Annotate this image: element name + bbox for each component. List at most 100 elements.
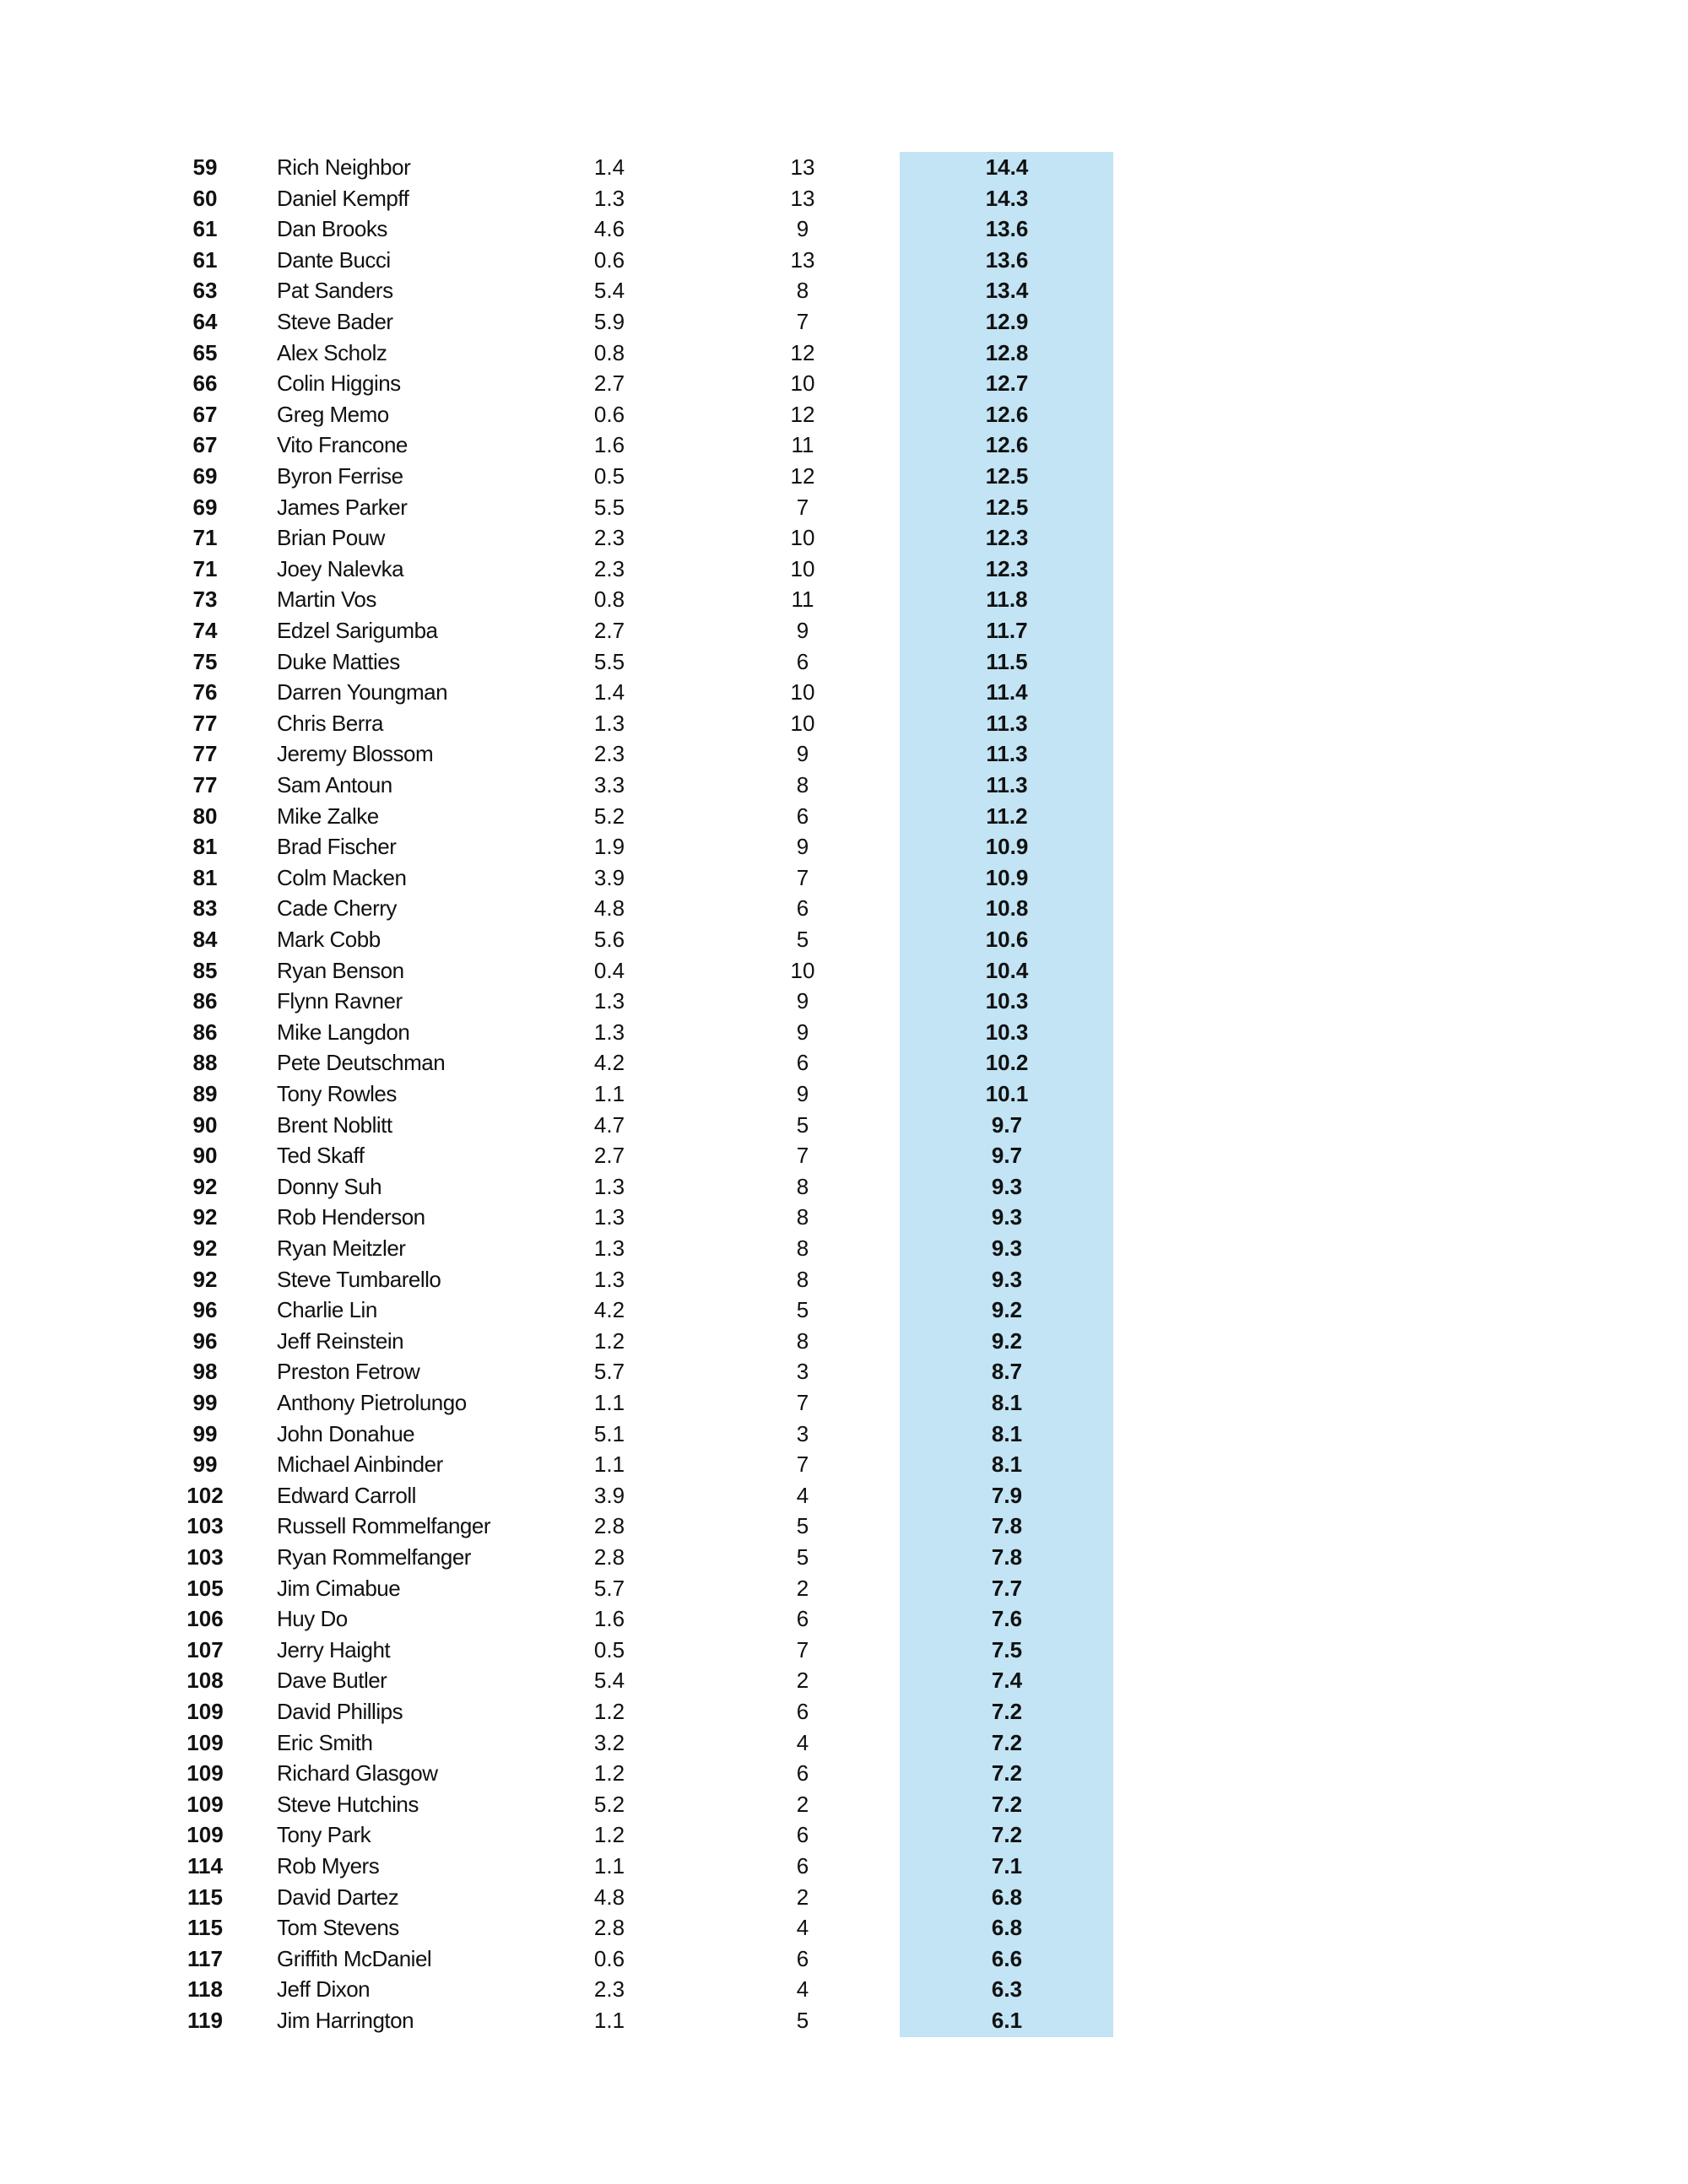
value-2-cell: 7 [796, 309, 809, 334]
player-name-cell: Brian Pouw [277, 525, 385, 551]
rank-cell: 85 [192, 957, 218, 983]
player-name-cell: Duke Matties [277, 648, 400, 674]
value-2-cell: 10 [790, 370, 815, 397]
player-name-cell: Ted Skaff [277, 1143, 365, 1169]
value-1-cell: 1.3 [593, 185, 625, 211]
value-1-cell: 5.1 [593, 1420, 625, 1446]
table-row: 86 Mike Langdon 1.3 9 10.3 [0, 1017, 1688, 1048]
value-2-cell: 11 [791, 587, 814, 613]
value-1-cell: 2.3 [593, 1976, 625, 2003]
value-1-cell: 5.2 [593, 1791, 625, 1817]
rank-cell: 67 [192, 401, 218, 427]
score-cell: 12.7 [985, 370, 1029, 397]
player-name-cell: Tony Rowles [277, 1081, 397, 1106]
player-name-cell: Rob Henderson [277, 1204, 425, 1230]
score-cell: 11.4 [986, 679, 1028, 705]
rank-cell: 90 [192, 1111, 218, 1138]
rank-cell: 92 [192, 1266, 218, 1292]
player-name-cell: Steve Hutchins [277, 1791, 419, 1817]
score-cell: 7.8 [991, 1513, 1023, 1539]
table-row: 65 Alex Scholz 0.8 12 12.8 [0, 338, 1688, 369]
score-cell: 6.8 [991, 1915, 1023, 1941]
player-name-cell: Pete Deutschman [277, 1050, 446, 1076]
rank-cell: 67 [192, 432, 218, 458]
score-cell: 14.4 [985, 154, 1029, 180]
rank-cell: 107 [187, 1636, 224, 1662]
player-name-cell: Donny Suh [277, 1173, 382, 1199]
player-name-cell: Jerry Haight [277, 1636, 391, 1662]
rank-cell: 71 [192, 525, 218, 551]
value-1-cell: 2.3 [593, 741, 625, 767]
value-2-cell: 6 [796, 803, 809, 829]
value-1-cell: 0.5 [593, 1636, 625, 1662]
value-1-cell: 5.7 [593, 1359, 625, 1385]
player-name-cell: Mike Zalke [277, 803, 379, 829]
value-2-cell: 4 [796, 1915, 809, 1941]
value-1-cell: 2.3 [593, 525, 625, 551]
player-name-cell: Colin Higgins [277, 370, 401, 397]
value-1-cell: 3.2 [593, 1729, 625, 1755]
score-cell: 9.2 [991, 1297, 1023, 1323]
value-2-cell: 13 [790, 185, 815, 211]
rank-cell: 105 [187, 1575, 224, 1601]
table-row: 67 Greg Memo 0.6 12 12.6 [0, 399, 1688, 430]
rank-cell: 69 [192, 494, 218, 520]
value-2-cell: 12 [790, 401, 815, 427]
player-name-cell: Edzel Sarigumba [277, 618, 438, 643]
value-2-cell: 6 [796, 1822, 809, 1848]
player-name-cell: Brad Fischer [277, 834, 397, 860]
player-name-cell: David Dartez [277, 1884, 399, 1910]
table-row: 61 Dante Bucci 0.6 13 13.6 [0, 245, 1688, 276]
value-2-cell: 8 [796, 1204, 809, 1230]
rank-cell: 66 [192, 370, 218, 397]
value-1-cell: 1.3 [593, 1235, 625, 1261]
value-1-cell: 1.6 [593, 1606, 625, 1632]
value-1-cell: 1.1 [593, 1390, 625, 1415]
value-1-cell: 1.1 [593, 1853, 625, 1879]
rank-cell: 77 [192, 741, 218, 767]
value-2-cell: 10 [790, 555, 815, 581]
table-row: 92 Ryan Meitzler 1.3 8 9.3 [0, 1233, 1688, 1264]
score-cell: 11.3 [986, 741, 1028, 767]
player-name-cell: Brent Noblitt [277, 1111, 392, 1138]
table-row: 66 Colin Higgins 2.7 10 12.7 [0, 368, 1688, 399]
value-1-cell: 1.3 [593, 1204, 625, 1230]
rank-cell: 103 [187, 1544, 224, 1570]
value-2-cell: 6 [796, 1699, 809, 1724]
rank-cell: 102 [187, 1482, 224, 1508]
player-name-cell: Jeremy Blossom [277, 741, 434, 767]
value-2-cell: 10 [790, 525, 815, 551]
value-1-cell: 1.9 [593, 834, 625, 860]
value-2-cell: 2 [796, 1791, 809, 1817]
value-2-cell: 6 [796, 1945, 809, 1971]
table-row: 107 Jerry Haight 0.5 7 7.5 [0, 1635, 1688, 1666]
rank-cell: 103 [187, 1513, 224, 1539]
rank-cell: 109 [187, 1699, 224, 1724]
rank-cell: 69 [192, 463, 218, 489]
rank-cell: 115 [187, 1915, 223, 1941]
rank-cell: 81 [192, 834, 218, 860]
value-1-cell: 4.7 [593, 1111, 625, 1138]
score-cell: 12.5 [985, 463, 1029, 489]
score-cell: 7.2 [991, 1822, 1023, 1848]
table-row: 71 Brian Pouw 2.3 10 12.3 [0, 522, 1688, 554]
score-cell: 6.1 [991, 2008, 1023, 2033]
score-cell: 13.6 [985, 246, 1029, 273]
table-row: 103 Russell Rommelfanger 2.8 5 7.8 [0, 1511, 1688, 1542]
player-name-cell: Joey Nalevka [277, 555, 404, 581]
rank-cell: 99 [192, 1420, 218, 1446]
score-cell: 7.9 [991, 1482, 1023, 1508]
value-2-cell: 6 [796, 1606, 809, 1632]
value-1-cell: 4.2 [593, 1297, 625, 1323]
rank-cell: 106 [187, 1606, 224, 1632]
value-2-cell: 9 [796, 741, 809, 767]
value-1-cell: 1.1 [593, 1081, 625, 1106]
table-row: 92 Donny Suh 1.3 8 9.3 [0, 1171, 1688, 1203]
player-name-cell: James Parker [277, 494, 408, 520]
table-row: 71 Joey Nalevka 2.3 10 12.3 [0, 554, 1688, 585]
value-2-cell: 5 [796, 1513, 809, 1539]
score-cell: 10.8 [985, 895, 1029, 922]
value-1-cell: 2.7 [593, 618, 625, 643]
value-1-cell: 5.7 [593, 1575, 625, 1601]
value-2-cell: 5 [796, 2008, 809, 2033]
